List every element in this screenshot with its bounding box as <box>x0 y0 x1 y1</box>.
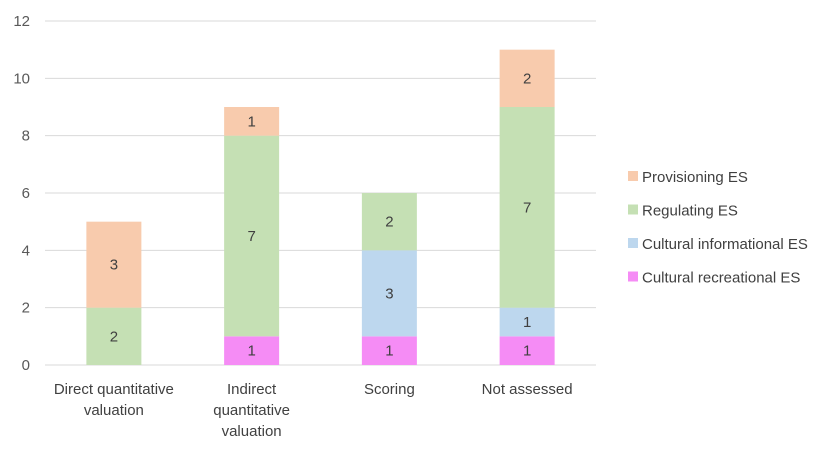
legend-swatch <box>628 171 638 181</box>
legend-swatch <box>628 238 638 248</box>
bar-segment-3-cat-1 <box>86 307 142 365</box>
bar-segment-4-cat-1 <box>86 221 142 308</box>
y-tick-label: 10 <box>13 70 30 87</box>
bar-segment-2-cat-4 <box>499 307 555 337</box>
y-tick-label: 8 <box>22 128 30 145</box>
legend-swatch <box>628 271 638 282</box>
bar-segment-4-cat-4 <box>499 49 555 107</box>
bar-segment-3-cat-3 <box>361 193 417 251</box>
data-label: 2 <box>385 214 393 231</box>
data-label: 3 <box>385 285 393 302</box>
bar-segment-1-cat-2 <box>224 336 280 365</box>
legend-label: Provisioning ES <box>642 169 748 186</box>
bar-segment-2-cat-3 <box>361 250 417 337</box>
data-label: 7 <box>247 228 255 245</box>
bar-segment-4-cat-2 <box>224 107 280 136</box>
data-label: 1 <box>247 343 255 360</box>
bar-segment-3-cat-2 <box>224 135 280 337</box>
y-tick-label: 6 <box>22 185 30 202</box>
y-tick-label: 0 <box>22 357 30 374</box>
bar-segment-1-cat-4 <box>499 336 555 365</box>
data-label: 1 <box>523 314 531 331</box>
data-label: 2 <box>523 70 531 87</box>
x-category-label: valuation <box>222 423 282 440</box>
bar-segment-1-cat-3 <box>361 336 417 365</box>
data-label: 1 <box>385 343 393 360</box>
y-tick-label: 12 <box>13 13 30 30</box>
y-tick-label: 2 <box>22 300 30 317</box>
x-category-label: Not assessed <box>482 381 573 398</box>
data-label: 1 <box>247 113 255 130</box>
y-tick-label: 4 <box>22 242 30 259</box>
x-category-label: Direct quantitative <box>54 381 174 398</box>
x-category-label: Indirect <box>227 381 277 398</box>
x-category-label: quantitative <box>213 402 290 419</box>
x-category-label: Scoring <box>364 381 415 398</box>
legend-label: Regulating ES <box>642 203 738 220</box>
data-label: 2 <box>110 328 118 345</box>
legend-label: Cultural recreational ES <box>642 270 800 287</box>
data-label: 1 <box>523 343 531 360</box>
data-label: 7 <box>523 199 531 216</box>
legend-label: Cultural informational ES <box>642 236 808 253</box>
legend-swatch <box>628 204 638 215</box>
bar-segment-3-cat-4 <box>499 107 555 308</box>
data-label: 3 <box>110 257 118 274</box>
x-category-label: valuation <box>84 402 144 419</box>
